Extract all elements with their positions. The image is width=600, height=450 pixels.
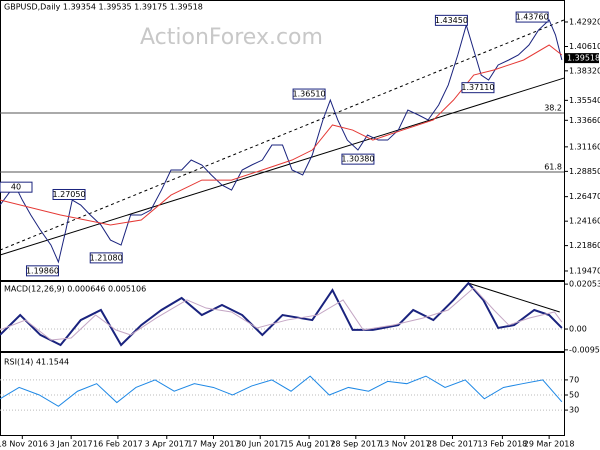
trendline — [0, 77, 565, 256]
fib-label: 61.8 — [544, 163, 562, 172]
macd-frame — [0, 281, 565, 352]
y-tick-label: 1.40610 — [569, 42, 600, 51]
fib-label: 38.2 — [544, 103, 562, 112]
y-tick-label: 1.28850 — [569, 167, 600, 176]
y-tick-label: 30 — [569, 406, 579, 415]
price-label-box — [515, 11, 549, 23]
price-label-box — [434, 14, 468, 26]
y-tick-label: 1.26470 — [569, 192, 600, 201]
panel-title: RSI(14) 41.1544 — [4, 358, 69, 367]
series-line — [0, 19, 563, 264]
price-label: 1.27050 — [52, 190, 85, 199]
header: GBPUSD,Daily 1.39354 1.39535 1.39175 1.3… — [4, 3, 203, 12]
x-tick-label: 18 Nov 2016 — [0, 440, 48, 449]
price-label-box — [341, 153, 375, 165]
price-label-box — [292, 88, 326, 100]
trendline — [468, 282, 560, 313]
last-price-box — [565, 53, 599, 64]
y-tick-label: 1.42920 — [569, 17, 600, 26]
y-tick-label: 1.31160 — [569, 142, 600, 151]
y-tick-label: 0.020535 — [569, 280, 600, 289]
y-tick-label: 1.38320 — [569, 66, 600, 75]
x-tick-label: 3 Jan 2017 — [50, 440, 93, 449]
price-label-box — [89, 252, 123, 264]
y-tick-label: 1.33660 — [569, 116, 600, 125]
series-line — [0, 375, 563, 407]
series-line — [0, 281, 563, 347]
price-label-box — [25, 265, 59, 277]
price-label: 1.21080 — [90, 253, 123, 262]
y-tick-label: 50 — [569, 391, 579, 400]
price-label: 40 — [11, 183, 21, 192]
price-label-box — [52, 188, 86, 200]
price-label: 1.43760 — [516, 13, 549, 22]
x-tick-label: 15 Aug 2017 — [283, 440, 334, 449]
x-tick-label: 17 May 2017 — [187, 440, 239, 449]
x-tick-label: 13 Nov 2017 — [379, 440, 430, 449]
x-tick-label: 30 Jun 2017 — [236, 440, 284, 449]
price-label: 1.30380 — [341, 155, 374, 164]
rsi-frame — [0, 352, 565, 436]
price-label-box — [0, 181, 33, 193]
x-tick-label: 28 Sep 2017 — [330, 440, 381, 449]
price-label: 1.36510 — [293, 90, 326, 99]
panel-title: MACD(12,26,9) 0.000646 0.005106 — [4, 285, 146, 294]
x-tick-label: 3 Apr 2017 — [145, 440, 189, 449]
y-tick-label: 1.24160 — [569, 217, 600, 226]
y-tick-label: 70 — [569, 375, 579, 384]
series-line — [0, 44, 563, 226]
price-label: 1.19860 — [26, 266, 59, 275]
series-line — [0, 287, 563, 341]
y-tick-label: 1.19470 — [569, 266, 600, 275]
watermark: ActionForex.com — [140, 25, 323, 50]
x-tick-label: 28 Dec 2017 — [427, 440, 478, 449]
y-tick-label: -0.009529 — [569, 345, 600, 354]
x-tick-label: 13 Feb 2018 — [477, 440, 527, 449]
y-tick-label: 1.21860 — [569, 241, 600, 250]
price-label: 1.37110 — [461, 83, 494, 92]
last-price: 1.39518 — [567, 54, 600, 63]
y-tick-label: 1.35540 — [569, 96, 600, 105]
price-label-box — [461, 82, 495, 94]
y-tick-label: 0.00 — [569, 325, 587, 334]
x-tick-label: 29 Mar 2018 — [524, 440, 575, 449]
price-frame — [0, 0, 565, 281]
price-label: 1.43450 — [435, 16, 468, 25]
x-tick-label: 16 Feb 2017 — [93, 440, 143, 449]
